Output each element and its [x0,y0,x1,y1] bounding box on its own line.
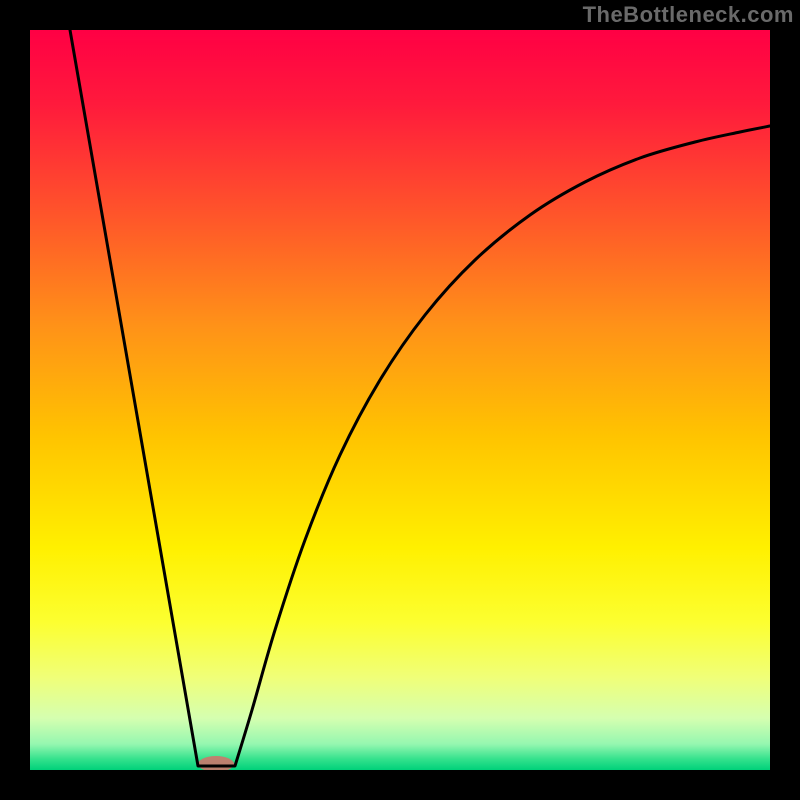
optimal-point-marker [198,756,234,770]
plot-area [30,30,770,770]
watermark-text: TheBottleneck.com [583,2,794,28]
bottleneck-curve [30,30,770,770]
chart-container: TheBottleneck.com [0,0,800,800]
curve-path [70,30,770,766]
